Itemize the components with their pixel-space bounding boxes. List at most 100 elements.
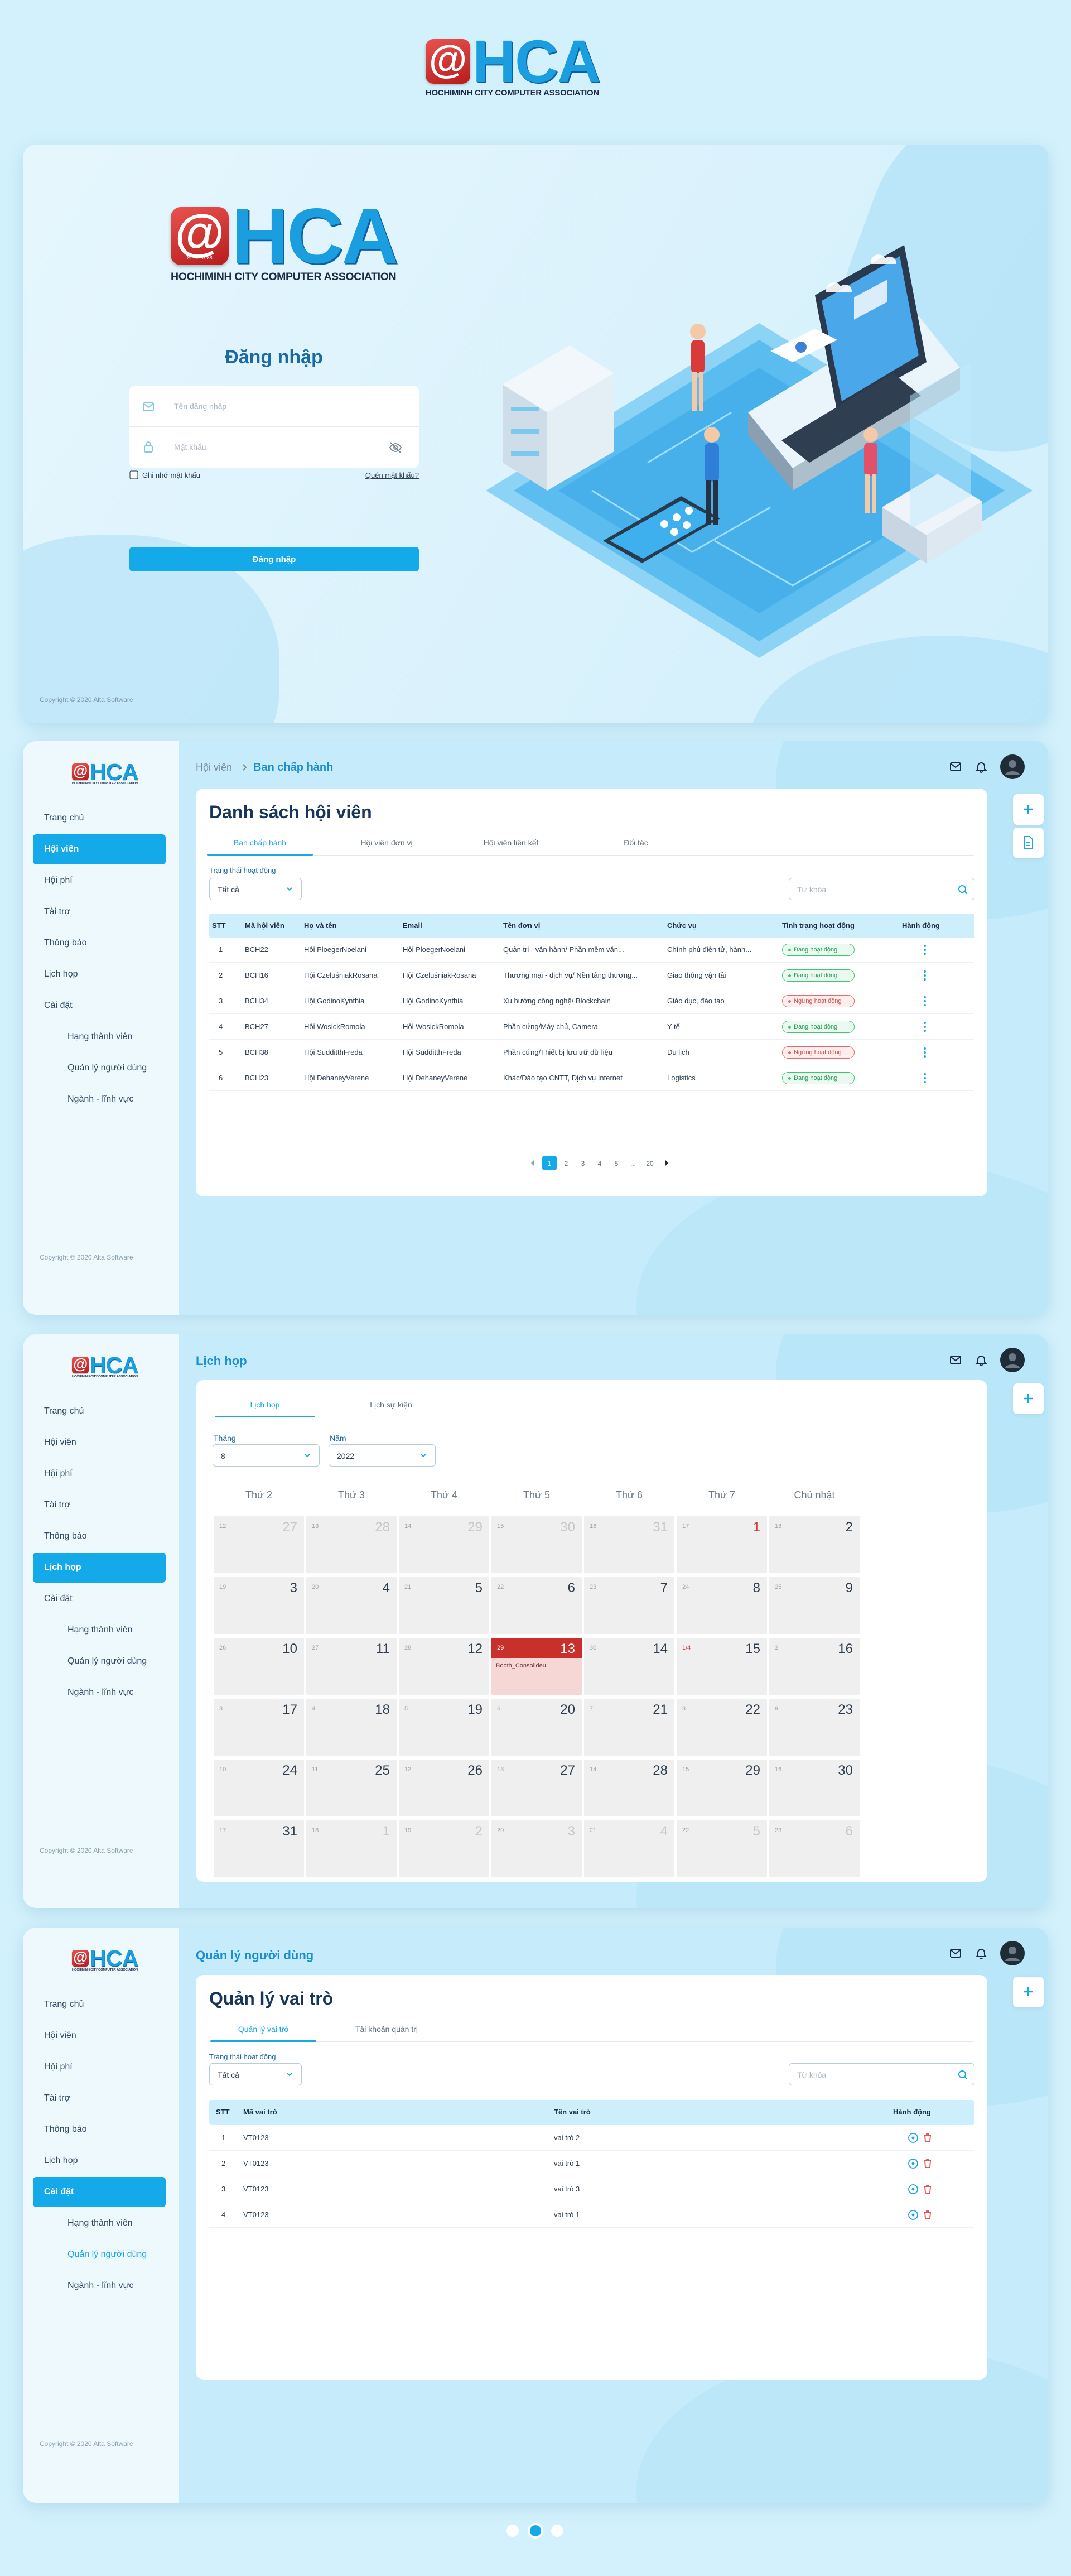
day-cell[interactable]: 30 14 [584, 1638, 674, 1695]
day-cell[interactable]: 15 29 [677, 1760, 767, 1816]
day-cell[interactable]: 18 1 [306, 1820, 397, 1877]
day-cell[interactable]: 20 3 [491, 1820, 582, 1877]
day-cell[interactable]: 14 29 [399, 1516, 489, 1573]
delete-button[interactable] [922, 2132, 933, 2144]
day-cell[interactable]: 21 4 [584, 1820, 674, 1877]
menu-item[interactable]: Hội viên [44, 1438, 76, 1447]
more-actions[interactable] [923, 1073, 927, 1084]
tab[interactable]: Lịch họp [250, 1400, 280, 1409]
delete-button[interactable] [922, 2184, 933, 2195]
tab[interactable]: Ban chấp hành [233, 838, 287, 847]
password-input[interactable]: Mật khẩu [129, 427, 419, 468]
page-button[interactable]: 2 [559, 1156, 573, 1170]
day-cell[interactable]: 8 22 [677, 1699, 767, 1756]
day-cell[interactable]: 9 23 [769, 1699, 860, 1756]
day-cell[interactable]: 13 28 [306, 1516, 397, 1573]
day-cell[interactable]: 10 24 [214, 1760, 304, 1816]
carousel-dot-active[interactable] [527, 2522, 544, 2539]
day-cell[interactable]: 17 1 [677, 1516, 767, 1573]
mail-icon[interactable] [949, 1353, 962, 1367]
day-cell[interactable]: 2 16 [769, 1638, 860, 1695]
day-cell[interactable]: 3 17 [214, 1699, 304, 1756]
tab[interactable]: Tài khoản quản trị [355, 2025, 418, 2034]
page-prev[interactable] [528, 1159, 537, 1167]
day-cell[interactable]: 24 8 [677, 1577, 767, 1634]
select[interactable]: 2022 [329, 1444, 436, 1467]
submit-button[interactable]: Đăng nhập [129, 547, 419, 571]
delete-button[interactable] [922, 2209, 933, 2221]
menu-item[interactable]: Trang chủ [44, 813, 84, 823]
forgot-link[interactable]: Quên mật khẩu? [365, 471, 419, 479]
menu-item[interactable]: Trang chủ [44, 2000, 84, 2009]
day-cell[interactable]: 15 30 [491, 1516, 582, 1573]
mail-icon[interactable] [949, 1947, 962, 1960]
day-cell[interactable]: 22 6 [491, 1577, 582, 1634]
menu-item[interactable]: Hội phí [44, 876, 73, 885]
day-cell[interactable]: 21 5 [399, 1577, 489, 1634]
more-actions[interactable] [923, 1021, 927, 1032]
event-title[interactable]: Booth_Consolideu [496, 1662, 546, 1669]
submenu-item[interactable]: Hạng thành viên [67, 2218, 133, 2228]
day-cell[interactable]: 28 12 [399, 1638, 489, 1695]
day-cell[interactable]: 23 6 [769, 1820, 860, 1877]
float-button[interactable] [1013, 794, 1044, 825]
menu-item[interactable]: Cài đặt [44, 1001, 73, 1010]
bell-icon[interactable] [974, 760, 988, 773]
menu-item-active[interactable]: Cài đặt [33, 2177, 166, 2207]
day-cell[interactable]: 18 2 [769, 1516, 860, 1573]
tab[interactable]: Hội viên liên kết [483, 838, 539, 847]
day-cell[interactable]: 13 27 [491, 1760, 582, 1816]
search-input[interactable]: Từ khóa [789, 2063, 974, 2085]
breadcrumb-parent[interactable]: Hội viên [196, 762, 233, 773]
menu-item[interactable]: Cài đặt [44, 1594, 73, 1603]
view-button[interactable] [908, 2184, 919, 2195]
search-input[interactable]: Từ khóa [789, 878, 974, 900]
submenu-item[interactable]: Quản lý người dùng [67, 1063, 147, 1073]
bell-icon[interactable] [974, 1353, 988, 1367]
day-cell[interactable]: 12 26 [399, 1760, 489, 1816]
page-button[interactable]: 3 [576, 1156, 590, 1170]
day-cell[interactable]: 5 19 [399, 1699, 489, 1756]
day-cell[interactable]: 1/4 15 [677, 1638, 767, 1695]
submenu-item[interactable]: Quản lý người dùng [67, 2250, 147, 2259]
page-button[interactable]: 1 [542, 1156, 557, 1170]
avatar[interactable] [1000, 754, 1025, 779]
day-cell[interactable]: 26 10 [214, 1638, 304, 1695]
menu-item[interactable]: Tài trợ [44, 907, 70, 916]
delete-button[interactable] [922, 2158, 933, 2169]
more-actions[interactable] [923, 944, 927, 955]
menu-item[interactable]: Thông báo [44, 1531, 87, 1541]
more-actions[interactable] [923, 970, 927, 981]
tab[interactable]: Lịch sự kiện [370, 1400, 412, 1409]
carousel-dot[interactable] [506, 2524, 519, 2537]
float-button[interactable] [1013, 1977, 1044, 2007]
checkbox[interactable] [129, 470, 138, 479]
menu-item[interactable]: Hội phí [44, 2062, 73, 2072]
day-cell[interactable]: 22 5 [677, 1820, 767, 1877]
page-button[interactable]: 5 [609, 1156, 624, 1170]
more-actions[interactable] [923, 1047, 927, 1058]
menu-item[interactable]: Thông báo [44, 2125, 87, 2134]
day-cell[interactable]: 16 31 [584, 1516, 674, 1573]
menu-item[interactable]: Lịch họp [44, 2156, 78, 2165]
menu-item[interactable]: Trang chủ [44, 1406, 84, 1416]
view-button[interactable] [908, 2132, 919, 2144]
tab[interactable]: Đối tác [624, 838, 648, 847]
menu-item[interactable]: Tài trợ [44, 1500, 70, 1510]
search-icon[interactable] [957, 2069, 968, 2080]
select[interactable]: Tất cả [209, 878, 302, 900]
menu-item[interactable]: Hội phí [44, 1469, 73, 1478]
day-cell[interactable]: 4 18 [306, 1699, 397, 1756]
day-cell[interactable]: 17 31 [214, 1820, 304, 1877]
page-button[interactable]: 4 [592, 1156, 607, 1170]
menu-item[interactable]: Thông báo [44, 938, 87, 948]
submenu-item[interactable]: Quản lý người dùng [67, 1656, 147, 1666]
submenu-item[interactable]: Ngành - lĩnh vực [67, 1688, 134, 1697]
day-cell[interactable]: 20 4 [306, 1577, 397, 1634]
select[interactable]: Tất cả [209, 2063, 302, 2085]
mail-icon[interactable] [949, 760, 962, 773]
more-actions[interactable] [923, 996, 927, 1007]
day-cell[interactable]: 19 3 [214, 1577, 304, 1634]
avatar[interactable] [1000, 1348, 1025, 1372]
menu-item-active[interactable]: Hội viên [33, 834, 166, 864]
